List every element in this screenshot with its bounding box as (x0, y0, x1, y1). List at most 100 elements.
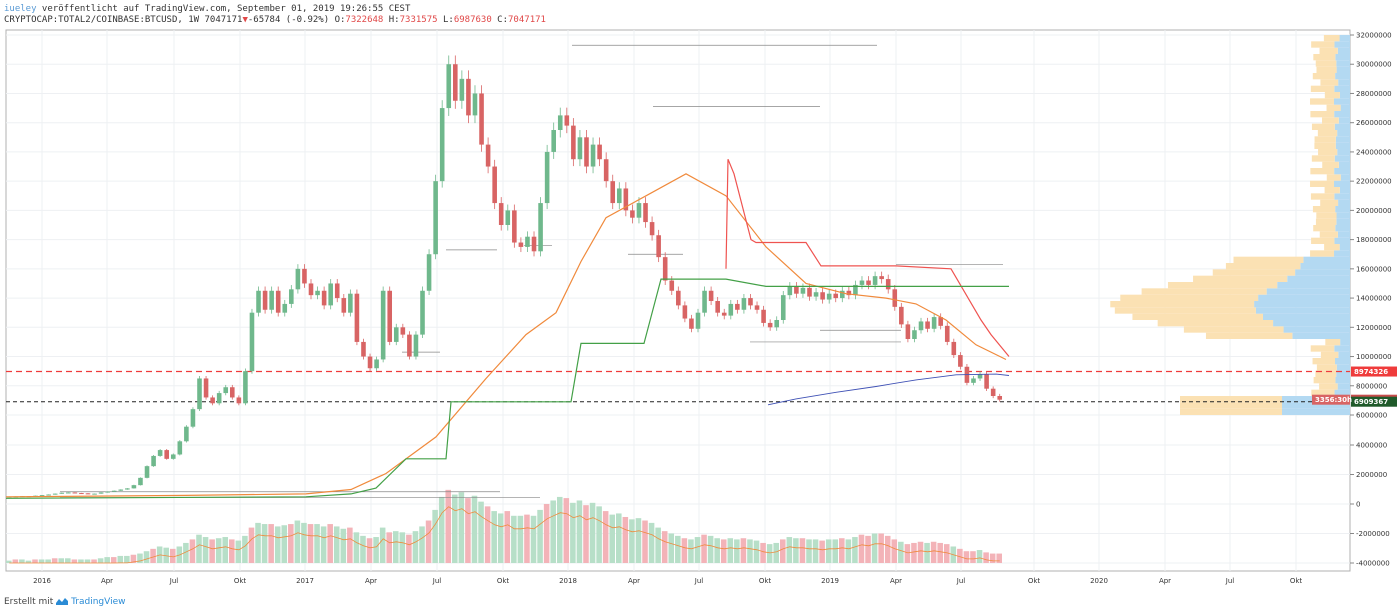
candle-body (39, 495, 45, 497)
vprofile-down-bar (1318, 149, 1338, 156)
oscillator-bar (858, 534, 865, 563)
vprofile-down-bar (1310, 250, 1335, 257)
support-tag-bg (1351, 396, 1397, 407)
candle-body (702, 290, 707, 313)
oscillator-bar (891, 539, 898, 563)
candle-body (466, 78, 471, 116)
vprofile-up-bar (1266, 288, 1350, 295)
countdown-bg (1312, 394, 1350, 405)
candle-body (170, 454, 176, 459)
oscillator-bar (124, 555, 130, 563)
time-axis[interactable]: 2016 Apr Jul Okt 2017 Apr Jul Okt 2018 Apr Jul Okt 2… (33, 577, 1302, 585)
candle-body (505, 210, 511, 225)
vprofile-up-bar (1273, 320, 1350, 327)
publish-info: iueley veröffentlicht auf TradingView.co… (4, 4, 410, 15)
osc-tick-label: -4000000 (1356, 560, 1390, 568)
candle-body (79, 493, 84, 495)
candle-body (780, 295, 786, 320)
candle-body (800, 287, 806, 294)
vprofile-up-bar (1255, 307, 1350, 314)
oscillator-bar (301, 522, 307, 563)
candle-body (977, 374, 983, 379)
candle-body (367, 356, 373, 369)
candle-body (761, 309, 766, 323)
oscillator-bar (596, 506, 602, 563)
close-value: 7047171 (508, 15, 546, 25)
vprofile-up-bar (1335, 358, 1350, 365)
oscillator-bar (137, 553, 143, 563)
vprofile-down-bar (1312, 206, 1336, 213)
candle-body (492, 166, 497, 204)
vprofile-up-bar (1287, 275, 1350, 282)
candle-body (695, 312, 701, 329)
oscillator-bar (425, 520, 432, 563)
candle-body (676, 290, 681, 306)
vprofile-up-bar (1334, 123, 1350, 130)
osc-tick-label: 0 (1356, 501, 1360, 509)
candle-body (721, 312, 727, 316)
oscillator-bar (268, 524, 274, 563)
price-axis[interactable]: 32000000 30000000 28000000 26000000 24000000… (1350, 32, 1392, 568)
vprofile-up-bar (1334, 85, 1350, 92)
vprofile-up-bar (1277, 282, 1350, 289)
vprofile-down-bar (1141, 288, 1267, 295)
oscillator-bar (51, 558, 58, 563)
vprofile-down-bar (1114, 307, 1256, 314)
vprofile-down-bar (1180, 396, 1282, 403)
oscillator-bar (281, 525, 288, 563)
oscillator-bar (773, 542, 779, 563)
candle-body (715, 301, 720, 313)
vprofile-up-bar (1339, 187, 1350, 194)
candle-body (164, 450, 169, 459)
candle-body (387, 290, 393, 342)
time-tick-label: Apr (628, 577, 640, 585)
oscillator-bar (202, 537, 209, 563)
low-label: L: (442, 15, 454, 25)
oscillator-bar (609, 514, 616, 563)
candle-body (774, 320, 780, 328)
vprofile-up-bar (1334, 237, 1350, 244)
candle-body (531, 236, 537, 252)
candle-body (971, 378, 976, 383)
candle-body (453, 64, 458, 101)
oscillator-bar (694, 537, 701, 563)
candle-body (197, 378, 202, 410)
candle-body (538, 203, 543, 252)
price-tick-label: 20000000 (1356, 207, 1392, 215)
price-chart[interactable]: 32000000 30000000 28000000 26000000 24000000… (0, 0, 1400, 592)
vprofile-up-bar (1337, 130, 1350, 137)
candle-body (269, 290, 274, 310)
vprofile-down-bar (1132, 313, 1263, 320)
open-label: O: (334, 15, 346, 25)
oscillator-bar (701, 534, 707, 563)
vprofile-down-bar (1315, 370, 1337, 377)
oscillator-bar (675, 535, 681, 563)
oscillator-bar (884, 535, 891, 563)
candle-body (603, 159, 609, 182)
oscillator-bar (970, 551, 976, 563)
vprofile-up-bar (1338, 161, 1350, 168)
vprofile-down-bar (1233, 256, 1304, 263)
author-link[interactable]: iueley (4, 4, 37, 14)
oscillator-bar (84, 559, 91, 563)
vprofile-up-bar (1340, 104, 1350, 111)
indicator-lines (5, 158, 1010, 499)
oscillator-bar (386, 532, 392, 563)
tradingview-brand[interactable]: TradingView (71, 597, 126, 607)
oscillator-bar (635, 518, 642, 563)
time-tick-label: Apr (365, 577, 377, 585)
vprofile-up-bar (1334, 345, 1350, 352)
ohlc-legend: CRYPTOCAP:TOTAL2/COINBASE:BTCUSD, 1W 704… (4, 15, 546, 26)
oscillator-bar (274, 526, 281, 563)
vprofile-up-bar (1334, 168, 1350, 175)
candle-body (735, 303, 740, 310)
oscillator-bar (996, 553, 1002, 563)
vprofile-up-bar (1335, 206, 1350, 213)
oscillator-bar (373, 537, 379, 563)
price-tick-label: 18000000 (1356, 236, 1392, 244)
vprofile-up-bar (1337, 149, 1350, 156)
vprofile-up-bar (1334, 98, 1350, 105)
oscillator-bar (753, 540, 760, 563)
candle-body (748, 298, 753, 306)
oscillator-bar (412, 531, 419, 563)
